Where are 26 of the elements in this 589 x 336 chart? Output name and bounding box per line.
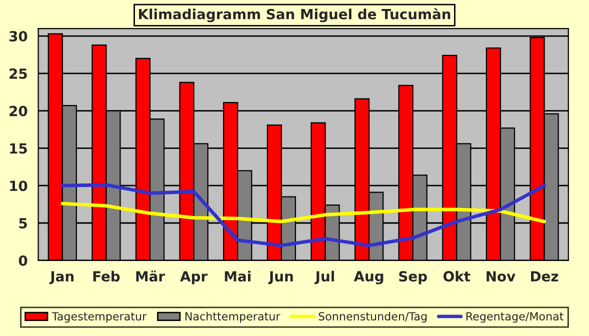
x-tick-label: Mär	[136, 270, 165, 282]
x-tick-label: Mai	[224, 270, 250, 282]
x-tick-label: Jun	[268, 271, 293, 284]
y-tick-label: 30	[9, 31, 28, 42]
line-series	[60, 183, 546, 248]
y-tick-label: 25	[10, 68, 27, 79]
y-tick-label: 5	[19, 218, 27, 228]
x-tick-label: Feb	[93, 270, 120, 282]
x-tick-label: Okt	[444, 270, 470, 282]
legend-label: Sonnenstunden/Tag	[318, 312, 427, 323]
y-tick-label: 0	[18, 255, 28, 266]
legend-label: Nachttemperatur	[185, 312, 280, 323]
x-tick-label: Apr	[180, 271, 208, 284]
legend-label: Regentage/Monat	[466, 312, 564, 323]
x-tick-label: Aug	[354, 271, 384, 284]
chart-title: Klimadiagramm San Miguel de Tucumàn	[138, 8, 450, 22]
x-tick-label: Dez	[531, 271, 558, 282]
y-tick-label: 20	[10, 106, 28, 116]
x-tick-label: Sep	[399, 271, 427, 284]
x-tick-label: Nov	[486, 271, 516, 282]
line-series	[60, 202, 546, 224]
y-tick-label: 15	[10, 143, 27, 154]
x-tick-label: Jul	[314, 270, 334, 284]
y-tick-label: 10	[10, 180, 28, 192]
legend-label: Tagestemperatur	[52, 312, 147, 323]
x-tick-label: Jan	[49, 271, 74, 284]
